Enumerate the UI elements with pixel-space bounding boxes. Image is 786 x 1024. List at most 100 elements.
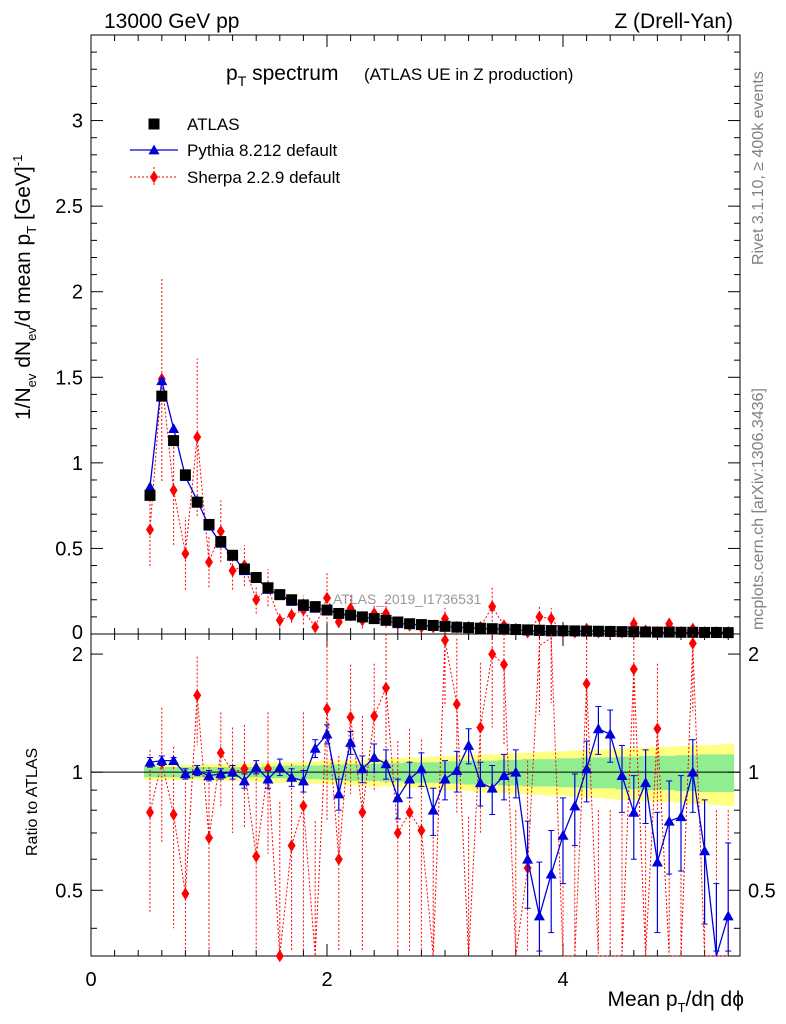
sherpa-ratio-point — [500, 658, 508, 671]
sherpa-point — [181, 547, 190, 560]
ylabel-part-5: T — [24, 226, 39, 234]
sherpa-point — [311, 620, 320, 634]
atlas-point — [297, 599, 309, 611]
sherpa-ratio-point — [476, 721, 485, 734]
sherpa-point — [287, 608, 296, 622]
ylabel-part-3: ev — [24, 327, 39, 341]
atlas-point — [651, 626, 663, 638]
atlas-point — [156, 390, 168, 402]
atlas-point — [203, 518, 215, 530]
pythia-ratio-point — [581, 763, 593, 774]
atlas-point — [710, 626, 722, 638]
sherpa-point — [252, 593, 261, 607]
legend-label: Sherpa 2.2.9 default — [187, 168, 340, 187]
sherpa-ratio-point — [334, 852, 343, 866]
atlas-point — [356, 611, 368, 623]
atlas-point — [545, 625, 557, 637]
pythia-ratio-point — [498, 770, 510, 781]
pythia-ratio-point — [569, 800, 581, 811]
sherpa-ratio-point — [382, 681, 390, 695]
pythia-ratio-point — [227, 766, 239, 777]
pythia-point — [156, 375, 168, 386]
chart-title: pT spectrum (ATLAS UE in Z production) — [226, 62, 573, 89]
atlas-point — [427, 619, 439, 631]
pythia-ratio-point — [203, 770, 215, 781]
atlas-point — [321, 604, 333, 616]
rivet-label: Rivet 3.1.10, ≥ 400k events — [750, 71, 767, 265]
sherpa-ratio-point — [346, 711, 355, 724]
header-right: Z (Drell-Yan) — [614, 10, 733, 33]
atlas-point — [581, 625, 593, 637]
pythia-ratio-point — [616, 770, 628, 781]
atlas-series — [144, 390, 734, 639]
atlas-point — [628, 626, 640, 638]
ylabel-part-1: ev — [24, 373, 39, 387]
sherpa-ratio-point — [441, 633, 449, 647]
atlas-point — [663, 626, 675, 638]
sherpa-ratio-point — [653, 722, 662, 736]
sherpa-point — [193, 430, 202, 444]
pythia-ratio-point — [557, 829, 569, 840]
atlas-point — [168, 435, 180, 447]
atlas-point — [569, 625, 581, 637]
sherpa-ratio-point — [452, 697, 461, 711]
sherpa-ratio-point — [299, 799, 308, 813]
atlas-point — [415, 619, 427, 631]
sherpa-ratio-point — [264, 762, 272, 776]
atlas-point — [604, 625, 616, 637]
pythia-ratio-point — [404, 773, 416, 784]
atlas-point — [675, 626, 687, 638]
sherpa-point — [228, 564, 237, 577]
atlas-point — [179, 469, 191, 481]
y-tick-label: 1 — [72, 453, 83, 475]
sherpa-ratio-point — [323, 702, 331, 716]
atlas-point — [227, 549, 239, 561]
sherpa-ratio-point — [287, 839, 296, 852]
pythia-ratio-point — [380, 758, 392, 769]
sherpa-point — [169, 483, 178, 497]
chart-title-sub: T — [238, 73, 247, 89]
pythia-ratio-point — [238, 775, 250, 786]
sherpa-ratio-point — [169, 808, 178, 821]
xlabel-part-1: T — [678, 1000, 686, 1015]
sherpa-ratio-point — [275, 949, 284, 963]
pythia-ratio-point — [640, 777, 652, 788]
ratio-tick-label: 0.5 — [55, 880, 83, 902]
y-tick-label: 3 — [72, 111, 83, 133]
sherpa-ratio-point — [417, 824, 426, 837]
chart-title-p: p — [226, 62, 238, 85]
pythia-ratio-line — [149, 727, 729, 957]
pythia-ratio-point — [522, 853, 534, 864]
pythia-ratio-point — [510, 766, 522, 777]
ratio-y-label: Ratio to ATLAS — [24, 748, 41, 856]
pythia-ratio-point — [463, 739, 475, 750]
mcplots-label: mcplots.cern.ch [arXiv:1306.3436] — [750, 388, 767, 630]
ylabel-part-0: 1/N — [12, 387, 35, 420]
atlas-point — [722, 627, 734, 639]
atlas-point — [463, 622, 475, 634]
pythia-ratio-point — [545, 868, 557, 879]
y-tick-label: 2.5 — [55, 196, 83, 218]
ylabel-part-6: [GeV] — [12, 166, 35, 226]
legend-label: Pythia 8.212 default — [187, 141, 338, 160]
atlas-point — [380, 614, 392, 626]
y-tick-label: 1.5 — [55, 367, 83, 389]
atlas-point — [533, 624, 545, 636]
sherpa-point — [535, 610, 544, 624]
atlas-point — [345, 609, 357, 621]
pythia-ratio-point — [486, 782, 498, 793]
legend-sherpa-marker — [150, 170, 158, 184]
atlas-point — [510, 624, 522, 636]
pythia-ratio-series — [144, 706, 734, 957]
pythia-ratio-point — [651, 856, 663, 867]
ylabel-part-2: dN — [12, 341, 35, 374]
chart-title-rest: spectrum — [246, 62, 338, 85]
svg-text:pT spectrum: pT spectrum — [226, 62, 338, 89]
pythia-ratio-point — [722, 910, 734, 921]
pythia-ratio-point — [592, 723, 604, 734]
sherpa-point — [216, 525, 225, 538]
pythia-ratio-point — [415, 763, 427, 774]
pythia-ratio-point — [297, 775, 309, 786]
atlas-point — [404, 618, 416, 630]
pythia-ratio-point — [628, 806, 640, 817]
